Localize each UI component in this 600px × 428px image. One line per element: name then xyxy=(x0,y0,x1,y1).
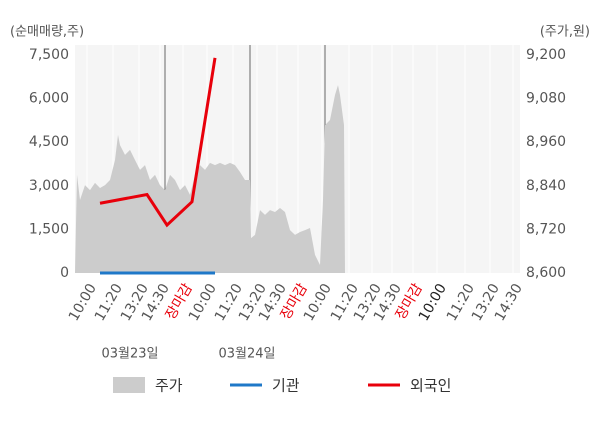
y2-tick-label: 9,080 xyxy=(526,91,566,107)
y2-axis-title: (주가,원) xyxy=(540,25,590,40)
legend-label: 기관 xyxy=(272,377,300,395)
y2-tick-label: 8,720 xyxy=(526,221,566,237)
y-tick-label: 3,000 xyxy=(29,178,69,194)
y-tick-label: 4,500 xyxy=(29,134,69,150)
y-axis-title: (순매매량,주) xyxy=(10,25,84,40)
y2-tick-label: 8,960 xyxy=(526,134,566,150)
y2-tick-label: 8,600 xyxy=(526,265,566,281)
date-label: 03월23일 xyxy=(101,347,158,362)
legend-label: 외국인 xyxy=(410,377,451,395)
legend-swatch xyxy=(113,377,145,393)
y-tick-label: 7,500 xyxy=(29,47,69,63)
y-tick-label: 6,000 xyxy=(29,91,69,107)
y2-tick-label: 8,840 xyxy=(526,178,566,194)
price-area xyxy=(75,85,345,273)
y-tick-label: 0 xyxy=(60,265,69,281)
series-line xyxy=(99,57,217,228)
date-label: 03월24일 xyxy=(218,347,275,362)
y2-tick-label: 9,200 xyxy=(526,47,566,63)
y-tick-label: 1,500 xyxy=(29,221,69,237)
legend-label: 주가 xyxy=(155,377,183,395)
